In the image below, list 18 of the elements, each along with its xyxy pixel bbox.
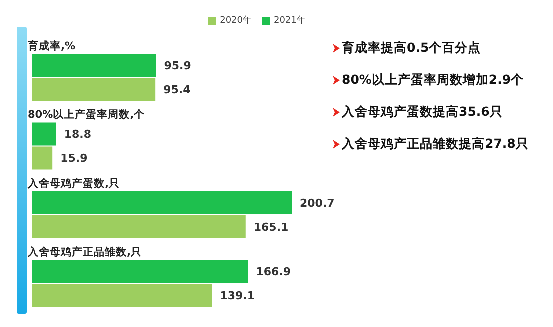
y-tick-label: 入舍母鸡产正品雏数,只 xyxy=(27,246,142,259)
text: 入舍母鸡产蛋数提高35.6只 xyxy=(342,104,503,121)
data-label: 95.9 xyxy=(164,59,192,72)
data-label: 200.7 xyxy=(300,196,335,210)
y-tick-label: 入舍母鸡产蛋数,只 xyxy=(27,176,120,190)
data-label: 166.9 xyxy=(256,266,292,279)
y-tick-label: 育成率,% xyxy=(27,39,76,52)
data-label: 165.1 xyxy=(254,220,289,234)
data-label: 15.9 xyxy=(60,152,88,166)
text: 80%以上产蛋率周数增加2.9个 xyxy=(342,72,524,89)
y-tick-label: 80%以上产蛋率周数,个 xyxy=(28,108,146,122)
text: 育成率提高0.5个百分点 xyxy=(342,40,482,57)
legend-label: 2021年 xyxy=(274,16,306,26)
data-label: 139.1 xyxy=(220,290,255,303)
data-label: 95.4 xyxy=(164,83,192,96)
data-label: 18.8 xyxy=(64,128,92,142)
legend-label: 2020年 xyxy=(220,16,252,26)
text: 入舍母鸡产正品雏数提高27.8只 xyxy=(342,136,529,153)
